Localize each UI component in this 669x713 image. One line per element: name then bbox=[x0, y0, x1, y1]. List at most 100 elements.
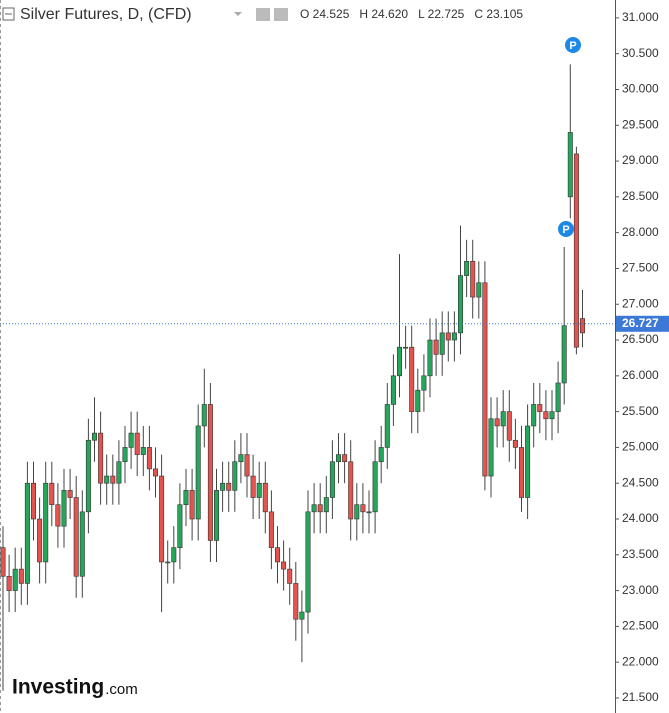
y-tick-label: 31.000 bbox=[622, 10, 659, 24]
y-tick-label: 28.000 bbox=[622, 225, 659, 239]
y-tick-label: 23.500 bbox=[622, 547, 659, 561]
ohlc-value: C 23.105 bbox=[474, 7, 523, 21]
candle-body bbox=[390, 375, 396, 405]
candle-body bbox=[445, 332, 451, 341]
ohlc-value: H 24.620 bbox=[359, 7, 408, 21]
y-tick-label: 22.500 bbox=[622, 619, 659, 633]
y-tick-label: 29.500 bbox=[622, 117, 659, 131]
eye-icon[interactable] bbox=[256, 8, 270, 21]
candle-body bbox=[488, 418, 494, 477]
candle-body bbox=[579, 318, 585, 334]
chart-title: Silver Futures, D, (CFD) bbox=[20, 6, 192, 23]
candle-body bbox=[6, 575, 12, 591]
candle-body bbox=[403, 346, 409, 349]
y-tick-label: 30.000 bbox=[622, 82, 659, 96]
ohlc-legend: O 24.525 H 24.620 L 22.725 C 23.105 bbox=[300, 7, 523, 21]
event-marker-label: P bbox=[569, 40, 576, 52]
candle-body bbox=[335, 454, 341, 463]
candle-body bbox=[311, 504, 317, 513]
candle-body bbox=[153, 468, 159, 477]
y-tick-label: 25.500 bbox=[622, 404, 659, 418]
candle-body bbox=[37, 518, 43, 563]
candle-body bbox=[500, 411, 506, 427]
candle-body bbox=[110, 475, 116, 484]
candle-body bbox=[146, 447, 152, 470]
collapse-icon[interactable] bbox=[2, 7, 15, 21]
logo: Investing bbox=[12, 676, 104, 699]
candle-body bbox=[79, 511, 85, 577]
ohlc-value: L 22.725 bbox=[418, 7, 465, 21]
y-tick-label: 27.500 bbox=[622, 261, 659, 275]
candle-body bbox=[317, 504, 323, 513]
candle-body bbox=[140, 447, 146, 455]
settings-icon[interactable] bbox=[274, 8, 288, 21]
candles bbox=[0, 64, 585, 691]
candle-body bbox=[482, 282, 488, 477]
candle-body bbox=[207, 404, 213, 541]
candle-body bbox=[183, 490, 189, 505]
candle-body bbox=[214, 490, 220, 541]
candle-body bbox=[12, 568, 18, 591]
candle-body bbox=[470, 260, 476, 298]
candle-body bbox=[24, 482, 30, 584]
candle-body bbox=[262, 482, 268, 513]
candle-body bbox=[360, 504, 366, 513]
candle-body bbox=[18, 568, 24, 584]
candle-body bbox=[561, 325, 567, 384]
candle-body bbox=[67, 490, 73, 498]
candle-body bbox=[348, 461, 354, 520]
candle-body bbox=[116, 461, 122, 484]
y-tick-label: 30.500 bbox=[622, 46, 659, 60]
y-tick-label: 21.500 bbox=[622, 690, 659, 704]
candle-body bbox=[220, 482, 226, 491]
candle-body bbox=[43, 482, 49, 563]
last-price-label: 26.727 bbox=[622, 316, 659, 330]
y-tick-label: 23.000 bbox=[622, 583, 659, 597]
candle-body bbox=[457, 275, 463, 334]
candle-body bbox=[409, 346, 415, 412]
candle-body bbox=[274, 547, 280, 563]
candle-body bbox=[354, 504, 360, 520]
y-tick-label: 27.000 bbox=[622, 296, 659, 310]
candle-body bbox=[85, 439, 91, 513]
candle-body bbox=[226, 482, 232, 491]
candle-body bbox=[329, 461, 335, 498]
y-axis: 21.500 22.000 22.500 23.000 23.500 24.000 24.5… bbox=[615, 10, 659, 704]
candle-body bbox=[384, 404, 390, 448]
y-tick-label: 22.000 bbox=[622, 654, 659, 668]
candle-body bbox=[250, 475, 256, 498]
candle-body bbox=[543, 411, 549, 420]
candle-body bbox=[0, 547, 6, 577]
candle-body bbox=[165, 561, 171, 564]
overlay: 26.727 P P Investing .com bbox=[0, 37, 669, 699]
candle-body bbox=[92, 432, 98, 441]
candle-body bbox=[238, 454, 244, 463]
candle-body bbox=[293, 583, 299, 620]
y-tick-label: 24.500 bbox=[622, 475, 659, 489]
candle-body bbox=[342, 454, 348, 463]
candle-body bbox=[518, 447, 524, 498]
dropdown[interactable] bbox=[234, 12, 242, 16]
candle-body bbox=[506, 411, 512, 441]
candle-body bbox=[427, 339, 433, 377]
candle-body bbox=[323, 497, 329, 513]
candle-body bbox=[55, 504, 61, 527]
candle-body bbox=[567, 132, 573, 198]
candle-body bbox=[268, 511, 274, 548]
candle-body bbox=[433, 339, 439, 355]
candle-body bbox=[439, 332, 445, 355]
candle-body bbox=[171, 547, 177, 563]
candle-body bbox=[201, 404, 207, 427]
candle-body bbox=[494, 418, 500, 427]
ohlc-value: O 24.525 bbox=[300, 7, 350, 21]
candle-body bbox=[61, 490, 67, 527]
candle-body bbox=[378, 447, 384, 463]
candle-body bbox=[555, 382, 561, 412]
candle-body bbox=[512, 439, 518, 448]
candle-body bbox=[451, 332, 457, 341]
candle-body bbox=[476, 282, 482, 298]
candle-body bbox=[531, 404, 537, 427]
y-tick-label: 25.000 bbox=[622, 440, 659, 454]
